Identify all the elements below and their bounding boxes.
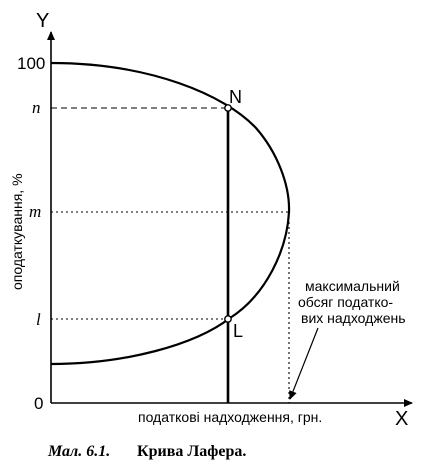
y-tick-100: 100	[17, 54, 45, 73]
point-n-label: N	[229, 87, 242, 107]
laffer-curve	[50, 61, 291, 366]
x-axis-name: X	[395, 408, 408, 430]
y-axis-title: оподаткування, %	[9, 173, 25, 290]
annotation-line-2: обсяг податко-	[298, 294, 393, 310]
y-tick-m: m	[29, 202, 41, 221]
point-n-marker	[224, 104, 232, 112]
annotation-arrow	[289, 327, 319, 400]
y-tick-n: n	[32, 98, 41, 117]
origin-label: 0	[34, 394, 43, 413]
caption-number: Мал. 6.1.	[47, 443, 110, 460]
y-tick-l: l	[36, 310, 41, 329]
annotation-line-1: максимальний	[305, 278, 400, 294]
caption-title: Крива Лафера.	[137, 443, 246, 460]
point-l-marker	[224, 315, 232, 323]
annotation-line-3: вих надходжень	[301, 310, 406, 326]
x-axis-title: податкові надходження, грн.	[138, 409, 322, 425]
point-l-label: L	[233, 321, 243, 341]
y-axis-name: Y	[36, 10, 49, 32]
